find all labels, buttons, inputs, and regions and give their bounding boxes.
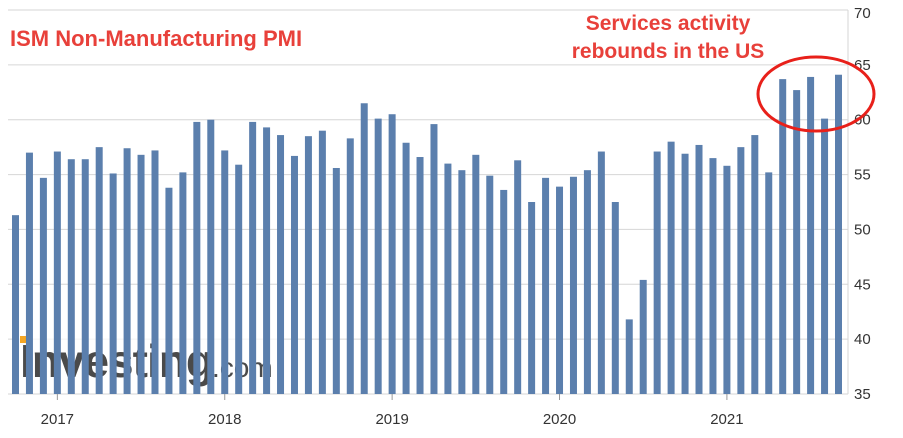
y-tick-label: 55	[854, 167, 871, 184]
x-axis-ticks: 2017 2018 2019 2020 2021	[41, 394, 744, 428]
bar	[304, 136, 312, 395]
bar	[388, 114, 396, 394]
bar	[611, 202, 619, 394]
bar	[263, 127, 271, 394]
bar	[486, 175, 494, 394]
bar	[179, 172, 187, 394]
bar	[374, 118, 382, 395]
bar	[402, 142, 410, 394]
bar	[556, 186, 564, 394]
bar	[472, 154, 480, 394]
bar	[53, 151, 61, 394]
bar	[12, 215, 19, 394]
bar	[528, 202, 536, 394]
bar	[681, 153, 689, 394]
x-tick-label: 2021	[710, 411, 743, 428]
bar	[416, 157, 424, 394]
bar	[765, 172, 773, 394]
bar	[221, 150, 229, 394]
bar	[151, 150, 159, 394]
bar	[290, 155, 298, 394]
bar	[318, 130, 326, 394]
bar	[751, 135, 759, 394]
bar	[793, 90, 801, 394]
y-tick-label: 40	[854, 331, 871, 348]
bar	[109, 173, 117, 394]
bar	[207, 119, 215, 395]
bar	[709, 158, 717, 394]
bar	[430, 124, 438, 394]
x-tick-label: 2019	[375, 411, 408, 428]
bar	[835, 74, 842, 394]
bar	[500, 189, 508, 394]
bar	[667, 141, 675, 394]
annotation-line-1: Services activity	[586, 12, 751, 35]
chart-title: ISM Non-Manufacturing PMI	[10, 26, 302, 51]
bar	[779, 79, 787, 395]
bar	[193, 121, 201, 394]
bar	[514, 160, 522, 394]
bar	[332, 167, 340, 394]
bar	[67, 159, 75, 394]
bar	[807, 76, 815, 395]
bar	[653, 151, 661, 394]
bar	[639, 279, 647, 394]
x-tick-label: 2020	[543, 411, 576, 428]
bar	[235, 164, 243, 394]
bar	[597, 151, 605, 394]
y-tick-label: 60	[854, 112, 871, 129]
bar	[695, 144, 703, 394]
bar	[458, 170, 466, 394]
bar	[625, 319, 633, 394]
bar	[137, 154, 145, 394]
bar	[583, 170, 591, 394]
highlight-circle	[756, 55, 876, 133]
bar	[123, 148, 131, 394]
bar	[165, 187, 173, 394]
y-tick-label: 50	[854, 221, 871, 238]
bar	[81, 159, 89, 394]
bar	[569, 176, 577, 394]
watermark-accent	[20, 336, 29, 343]
bars	[12, 74, 842, 395]
bar	[25, 152, 33, 394]
bar	[821, 118, 829, 395]
y-tick-label: 35	[854, 386, 871, 403]
bar	[39, 177, 47, 394]
bar	[346, 138, 354, 394]
bar	[737, 147, 745, 394]
x-tick-label: 2018	[208, 411, 241, 428]
annotation-line-2: rebounds in the US	[572, 40, 765, 63]
bar	[277, 135, 285, 394]
bar	[249, 121, 257, 394]
bar	[723, 165, 731, 394]
bar	[360, 103, 368, 394]
y-tick-label: 45	[854, 276, 871, 293]
x-tick-label: 2017	[41, 411, 74, 428]
y-tick-label: 70	[854, 5, 871, 22]
bar	[542, 177, 550, 394]
bar	[444, 163, 452, 394]
bar	[95, 147, 103, 394]
